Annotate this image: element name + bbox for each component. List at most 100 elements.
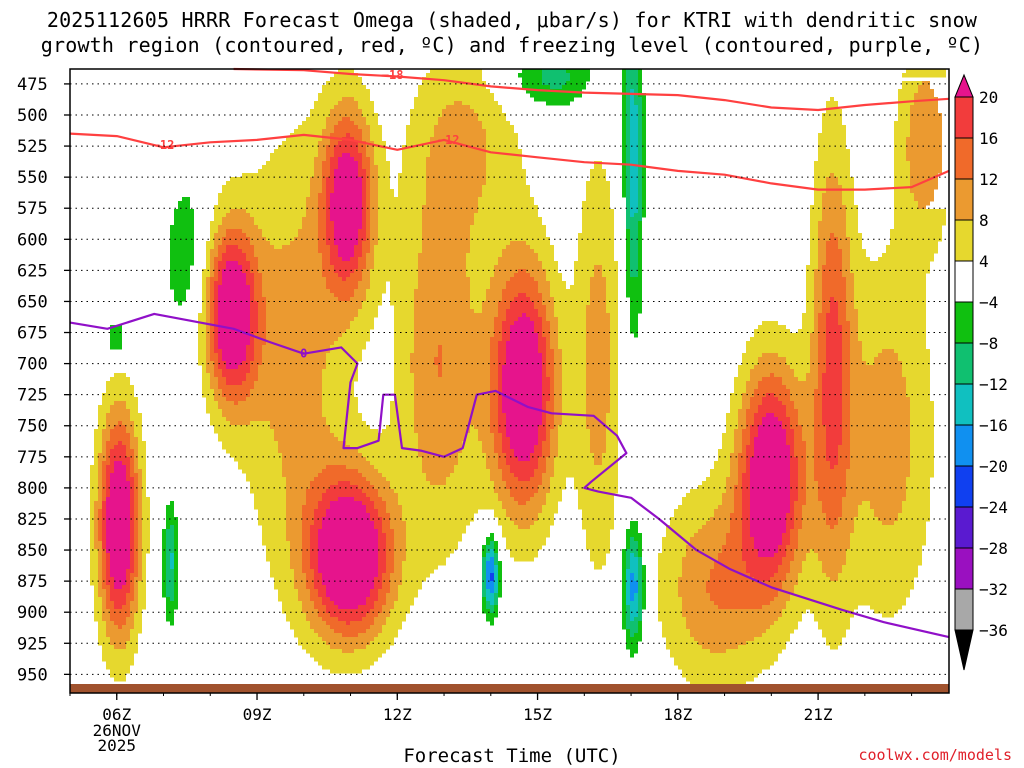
omega-cell	[318, 557, 378, 562]
omega-cell	[806, 477, 814, 482]
omega-cell	[514, 273, 530, 278]
omega-cell	[138, 541, 142, 546]
omega-cell	[374, 521, 382, 526]
omega-cell	[134, 501, 138, 506]
omega-cell	[910, 121, 942, 126]
omega-cell	[102, 497, 106, 502]
omega-cell	[298, 233, 318, 238]
omega-cell	[606, 413, 618, 418]
omega-cell	[826, 449, 838, 454]
omega-cell	[910, 453, 934, 458]
omega-cell	[502, 445, 510, 450]
omega-cell	[554, 385, 562, 390]
omega-cell	[502, 389, 542, 394]
omega-cell	[382, 521, 390, 526]
omega-cell	[606, 437, 618, 442]
omega-cell	[850, 413, 910, 418]
omega-cell	[210, 273, 214, 278]
omega-cell	[822, 413, 842, 418]
omega-cell	[626, 69, 638, 74]
omega-cell	[406, 125, 434, 130]
omega-cell	[422, 209, 478, 214]
omega-cell	[170, 245, 194, 250]
omega-cell	[586, 417, 606, 422]
omega-cell	[130, 457, 134, 462]
omega-cell	[630, 129, 638, 134]
omega-cell	[626, 77, 638, 82]
omega-cell	[310, 485, 330, 490]
omega-cell	[466, 433, 478, 438]
omega-cell	[550, 429, 558, 434]
omega-cell	[258, 225, 302, 230]
omega-cell	[414, 405, 490, 410]
omega-cell	[782, 557, 794, 562]
omega-cell	[750, 493, 790, 498]
omega-cell	[526, 293, 542, 298]
omega-cell	[610, 389, 618, 394]
omega-cell	[346, 621, 350, 626]
omega-cell	[510, 329, 534, 334]
omega-cell	[302, 609, 318, 614]
omega-cell	[102, 645, 114, 650]
omega-cell	[762, 401, 782, 406]
omega-cell	[294, 629, 314, 634]
omega-cell	[362, 617, 374, 622]
omega-cell	[206, 345, 210, 350]
omega-cell	[782, 537, 790, 542]
omega-cell	[786, 553, 794, 558]
omega-cell	[546, 101, 570, 106]
omega-cell	[358, 165, 362, 170]
omega-cell	[818, 333, 826, 338]
omega-cell	[358, 145, 366, 150]
omega-cell	[642, 605, 646, 610]
omega-cell	[630, 97, 634, 102]
omega-cell	[102, 581, 106, 586]
omega-cell	[842, 193, 854, 198]
omega-cell	[314, 165, 322, 170]
omega-cell	[470, 297, 486, 302]
omega-cell	[742, 501, 750, 506]
omega-cell	[494, 509, 506, 514]
omega-cell	[898, 109, 910, 114]
omega-cell	[786, 429, 794, 434]
omega-cell	[210, 301, 214, 306]
omega-cell	[494, 513, 506, 518]
omega-cell	[742, 509, 750, 514]
omega-cell	[470, 425, 474, 430]
omega-cell	[102, 653, 134, 658]
omega-cell	[642, 577, 646, 582]
omega-cell	[914, 101, 938, 106]
omega-cell	[286, 493, 306, 498]
omega-cell	[670, 517, 710, 522]
omega-cell	[874, 357, 898, 362]
omega-cell	[422, 469, 454, 474]
omega-cell	[686, 625, 770, 630]
omega-cell	[586, 381, 610, 386]
omega-cell	[638, 181, 642, 186]
omega-cell	[550, 345, 558, 350]
omega-cell	[506, 313, 522, 318]
omega-cell	[586, 409, 610, 414]
credit-link[interactable]: coolwx.com/models	[858, 746, 1012, 764]
omega-cell	[550, 441, 558, 446]
omega-cell	[786, 357, 810, 362]
omega-cell	[490, 425, 498, 430]
omega-cell	[698, 641, 746, 646]
omega-cell	[406, 529, 466, 534]
omega-cell	[266, 557, 290, 562]
omega-cell	[378, 213, 422, 218]
omega-cell	[250, 365, 258, 370]
omega-cell	[662, 625, 686, 630]
omega-cell	[542, 505, 558, 510]
omega-cell	[350, 321, 374, 326]
omega-cell	[210, 413, 222, 418]
omega-cell	[918, 85, 930, 90]
omega-cell	[330, 501, 362, 506]
omega-cell	[750, 369, 794, 374]
omega-cell	[206, 261, 210, 266]
omega-cell	[906, 137, 942, 142]
colorbar-label: −12	[979, 375, 1008, 394]
omega-cell	[906, 389, 930, 394]
omega-cell	[786, 529, 790, 534]
omega-cell	[842, 389, 850, 394]
